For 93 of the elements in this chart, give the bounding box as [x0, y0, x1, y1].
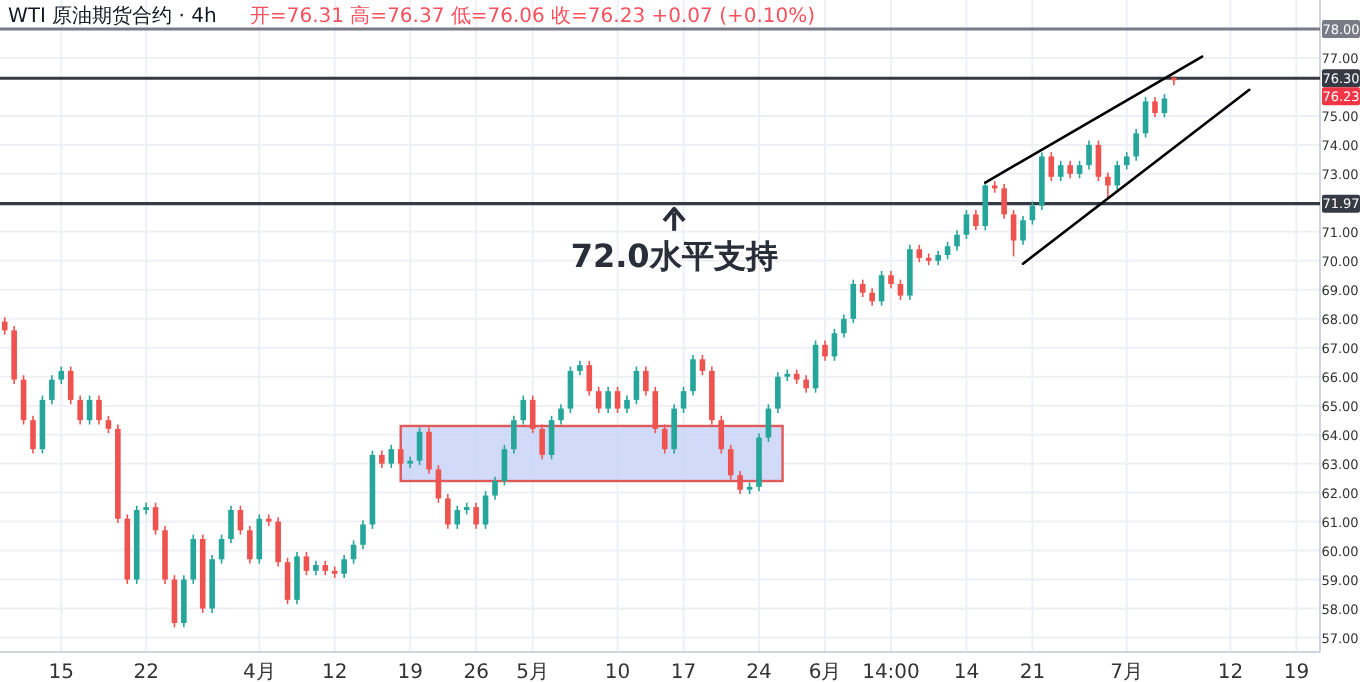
- candlestick: [303, 551, 310, 577]
- candlestick: [360, 519, 366, 550]
- annotation: 72.0水平支持: [570, 236, 778, 275]
- candlestick: [49, 374, 55, 406]
- x-tick-label: 6月: [808, 662, 842, 682]
- x-tick-label: 4月: [242, 662, 276, 682]
- candlestick: [77, 394, 83, 426]
- x-tick-label: 15: [48, 662, 75, 682]
- candlestick: [181, 574, 187, 629]
- candlestick: [1010, 209, 1017, 258]
- candlestick: [256, 513, 263, 565]
- x-tick-label: 17: [670, 662, 697, 682]
- candlestick: [699, 354, 706, 377]
- candlestick: [671, 403, 677, 455]
- candlestick: [765, 403, 772, 443]
- x-tick-label: 22: [133, 662, 159, 682]
- x-tick-label: 14: [953, 662, 980, 682]
- candlestick: [473, 501, 479, 530]
- candlestick: [30, 415, 36, 455]
- candlestick: [841, 313, 847, 339]
- candlestick: [265, 513, 272, 527]
- candlestick: [633, 365, 640, 406]
- candlestick: [67, 365, 74, 406]
- candlestick: [652, 386, 659, 435]
- candlestick: [416, 426, 423, 466]
- x-tick-label: 12: [1217, 662, 1244, 682]
- candlestick: [614, 386, 621, 414]
- candlestick: [784, 368, 791, 382]
- chart-subtitle: 开=76.31 高=76.37 低=76.06 收=76.23 +0.07 (+0.10%): [250, 4, 816, 28]
- candlestick: [567, 365, 574, 414]
- candlestick: [982, 180, 989, 232]
- candlestick: [548, 415, 555, 461]
- candlestick: [435, 464, 442, 504]
- candlestick: [190, 533, 197, 585]
- candlestick: [661, 423, 668, 455]
- candlestick: [973, 209, 979, 232]
- candlestick: [1020, 215, 1026, 246]
- candlestick: [954, 229, 960, 252]
- candlestick: [388, 444, 395, 469]
- x-tick-label: 21: [1019, 662, 1046, 682]
- candlestick: [539, 423, 545, 461]
- candlestick: [690, 354, 696, 397]
- candlestick: [718, 415, 725, 455]
- candlestick: [1171, 75, 1177, 86]
- candlestick: [991, 180, 998, 194]
- candlestick: [445, 493, 451, 530]
- candlestick: [850, 278, 857, 324]
- candlestick: [737, 470, 743, 495]
- candlestick: [680, 386, 687, 414]
- candlestick: [294, 551, 300, 605]
- candlestick: [529, 394, 536, 435]
- candlestick: [727, 444, 734, 481]
- candlestick: [822, 339, 828, 362]
- x-tick-label: 12: [321, 662, 348, 682]
- candlestick: [520, 394, 527, 426]
- candlestick: [1001, 183, 1007, 220]
- candlestick: [1105, 171, 1111, 200]
- x-tick-label: 19: [1283, 662, 1310, 682]
- candlestick: [275, 516, 281, 568]
- candlestick: [595, 386, 602, 414]
- candlestick: [897, 278, 904, 301]
- x-tick-label: 19: [397, 662, 423, 682]
- candlestick: [397, 444, 404, 469]
- candlestick: [407, 455, 413, 469]
- candlestick: [492, 475, 498, 501]
- x-tick-label: 10: [604, 662, 631, 682]
- candlestick: [1114, 160, 1121, 191]
- candlestick: [963, 209, 970, 240]
- candlestick: [1086, 139, 1092, 171]
- candlestick: [1057, 160, 1064, 182]
- candlestick: [775, 371, 781, 414]
- candlestick: [341, 554, 347, 579]
- candlestick: [454, 504, 461, 530]
- chart-title: WTI 原油期货合约 · 4h: [8, 4, 217, 28]
- candlestick: [605, 386, 611, 414]
- candlestick: [586, 359, 593, 397]
- x-tick-label: 7月: [1110, 662, 1144, 682]
- candlestick: [228, 504, 234, 545]
- candlestick: [96, 394, 102, 426]
- candlestick: [284, 557, 291, 605]
- x-tick-label: 14:00: [862, 662, 920, 682]
- candlestick: [1152, 96, 1158, 119]
- candlestick: [558, 403, 564, 426]
- candlestick: [643, 365, 649, 397]
- candlestick: [511, 415, 517, 455]
- x-tick-label: 5月: [516, 662, 550, 682]
- candlestick: [1133, 128, 1139, 162]
- candlestick: [247, 525, 253, 565]
- x-tick-label: 26: [463, 662, 489, 682]
- candlestick: [426, 426, 432, 475]
- x-tick-label: 24: [746, 662, 772, 682]
- candlestick: [1048, 151, 1055, 182]
- candlestick: [907, 244, 913, 301]
